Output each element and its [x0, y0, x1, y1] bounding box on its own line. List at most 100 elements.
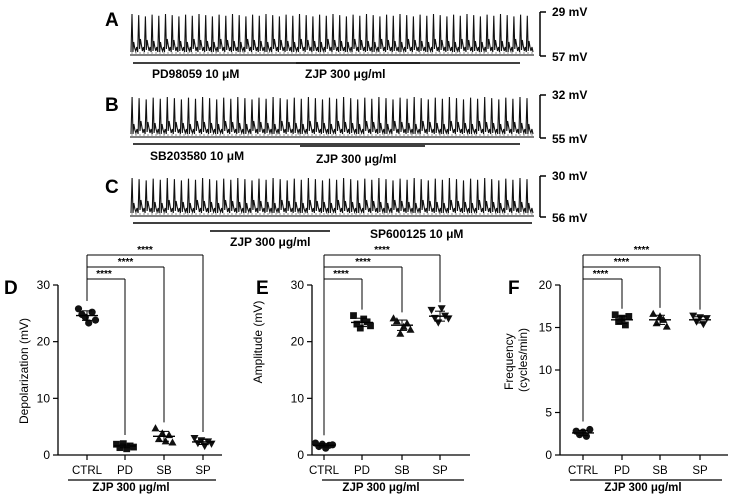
scatter-panel-e: E Amplitude (mV) ZJP 300 μg/ml 0 10 20 30 CT…	[251, 245, 470, 494]
panel-label-e: E	[256, 278, 269, 299]
data-point	[91, 316, 100, 324]
data-point	[437, 305, 446, 313]
y-axis-label-f: Frequency (cycles/min)	[502, 328, 530, 392]
y-tick-label: 20	[37, 335, 51, 349]
data-point	[130, 443, 137, 451]
data-point	[116, 444, 124, 452]
data-point	[360, 315, 368, 323]
trace-scale-bracket-b	[539, 94, 546, 139]
x-tick-label: PD	[614, 465, 630, 477]
y-tick-label: 20	[291, 335, 305, 349]
y-tick-label: 30	[37, 278, 51, 292]
x-caption-e: ZJP 300 μg/ml	[342, 482, 419, 494]
data-point	[396, 329, 405, 337]
treatment-label-c2: SP600125 10 μM	[370, 227, 463, 241]
treatment-label-a1: PD98059 10 μM	[152, 67, 239, 81]
panel-label-a: A	[105, 10, 119, 31]
x-caption-d: ZJP 300 μg/ml	[92, 482, 169, 494]
data-point	[649, 309, 658, 317]
trace-top-voltage-a: 29 mV	[552, 5, 587, 19]
data-point	[427, 306, 436, 315]
y-tick-label: 0	[43, 448, 50, 462]
data-point	[434, 319, 443, 327]
y-axis-label-d: Depolarization (mV)	[17, 318, 31, 424]
x-tick-label: CTRL	[309, 465, 340, 477]
data-point	[165, 430, 174, 439]
trace-waveform	[130, 177, 534, 215]
significance-label: ****	[355, 257, 371, 268]
treatment-label-b1: SB203580 10 μM	[150, 149, 244, 163]
significance-label: ****	[96, 269, 112, 280]
trace-wave-b	[130, 96, 534, 136]
y-tick-label: 0	[297, 448, 304, 462]
scatter-panel-d: D Depolarization (mV) ZJP 300 μg/ml 0 10 2…	[4, 245, 222, 494]
data-point	[168, 438, 177, 446]
y-axis-label-e: Amplitude (mV)	[251, 301, 265, 384]
data-point	[88, 308, 96, 316]
significance-label: ****	[593, 269, 609, 280]
y-tick-label: 15	[539, 321, 553, 335]
data-point	[406, 325, 415, 333]
panel-label-c: C	[105, 177, 119, 198]
trace-top-voltage-b: 32 mV	[552, 88, 587, 102]
x-caption-f: ZJP 300 μg/ml	[604, 482, 681, 494]
significance-label: ****	[333, 269, 349, 280]
trace-bottom-voltage-b: 55 mV	[552, 132, 587, 146]
data-point	[151, 424, 160, 432]
trace-wave-a	[130, 13, 534, 54]
data-point	[74, 305, 83, 313]
x-tick-label: CTRL	[72, 465, 103, 477]
y-tick-label: 10	[539, 363, 553, 377]
x-tick-label: CTRL	[568, 465, 599, 477]
x-tick-label: SB	[394, 465, 410, 477]
scatter-panel-f: F Frequency (cycles/min) ZJP 300 μg/ml 0…	[502, 245, 728, 494]
data-point	[444, 315, 453, 323]
y-tick-label: 10	[37, 391, 51, 405]
x-tick-label: SP	[195, 465, 211, 477]
y-tick-label: 5	[545, 406, 552, 420]
data-point	[611, 311, 619, 319]
data-point	[158, 429, 167, 437]
x-tick-label: SB	[652, 465, 668, 477]
trace-top-voltage-c: 30 mV	[552, 169, 587, 183]
y-axis-label-f-line1: Frequency	[502, 333, 516, 390]
data-point	[392, 317, 401, 325]
significance-label: ****	[614, 257, 630, 268]
data-point	[689, 312, 698, 320]
trace-waveform	[130, 13, 534, 53]
data-point	[154, 434, 163, 443]
treatment-label-b2: ZJP 300 μg/ml	[316, 152, 397, 166]
treatment-label-a2: ZJP 300 μg/ml	[305, 67, 386, 81]
trace-waveform	[130, 96, 534, 136]
trace-panel-c: C 30 mV 56 mV ZJP 300 μg/ml SP600125 10 …	[105, 169, 587, 249]
y-tick-label: 30	[291, 278, 305, 292]
x-tick-label: PD	[354, 465, 370, 477]
x-tick-label: SB	[156, 465, 172, 477]
significance-label: ****	[137, 245, 153, 256]
data-point	[367, 322, 374, 330]
data-point	[353, 320, 361, 328]
trace-panel-b: B 32 mV 55 mV SB203580 10 μM ZJP 300 μg/…	[105, 88, 587, 166]
data-point	[586, 425, 594, 434]
y-tick-label: 20	[539, 278, 553, 292]
trace-bottom-voltage-c: 56 mV	[552, 211, 587, 225]
trace-scale-bracket-c	[539, 175, 546, 218]
y-axis-label-f-line2: (cycles/min)	[516, 328, 530, 392]
y-tick-label: 10	[291, 391, 305, 405]
x-tick-label: PD	[117, 465, 133, 477]
data-point	[356, 324, 364, 332]
data-point	[85, 319, 93, 327]
trace-panel-a: A 29 mV 57 mV PD98059 10 μM ZJP 300 μg/m…	[105, 5, 587, 81]
panel-label-b: B	[105, 95, 119, 116]
significance-label: ****	[634, 245, 650, 256]
treatment-label-c1: ZJP 300 μg/ml	[230, 235, 311, 249]
trace-bottom-voltage-a: 57 mV	[552, 50, 587, 64]
data-point	[190, 435, 199, 443]
significance-label: ****	[374, 245, 390, 256]
data-point	[699, 321, 708, 329]
trace-scale-bracket-a	[539, 11, 546, 57]
data-point	[350, 312, 357, 319]
data-point	[662, 322, 671, 330]
data-point	[625, 313, 633, 320]
